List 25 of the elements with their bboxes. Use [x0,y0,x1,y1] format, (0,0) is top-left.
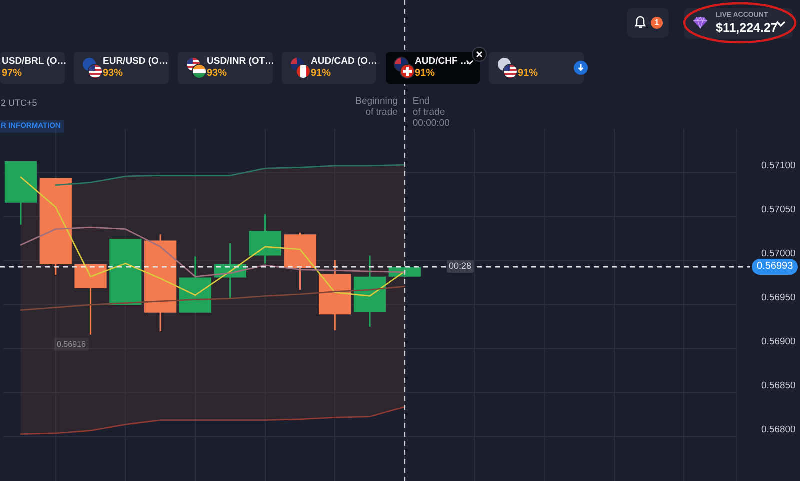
text: USD/INR (OT… [207,56,275,67]
text: 93% [103,68,124,79]
text: EUR/USD (O… [103,56,168,67]
text: $11,224.27 [716,21,778,36]
y-tick-label: 0.56900 [762,336,796,348]
text: 1 [651,17,663,29]
annotation: 0.56916 [54,338,89,352]
y-tick-label: 0.56850 [762,380,796,392]
ref-line-label: 0.56993 [752,259,798,275]
y-tick-label: 0.56800 [762,424,796,436]
text: 93% [207,68,228,79]
y-tick-label: 0.57100 [762,160,796,172]
text: 2 UTC+5 [1,98,38,108]
text: 91% [518,68,538,79]
text: 97% [2,68,22,79]
y-tick-label: 0.57000 [762,248,796,260]
text: 91% [415,68,436,79]
y-tick-label: 0.56950 [762,292,796,304]
text: End of trade 00:00:00 [412,96,450,130]
text: 91% [311,68,332,79]
annotation: 00:28 [447,260,474,272]
y-tick-label: 0.57050 [762,204,796,216]
text: USD/BRL (O… [2,56,67,67]
text: Beginning of trade [356,96,398,119]
text: AUD/CAD (O… [311,56,378,67]
